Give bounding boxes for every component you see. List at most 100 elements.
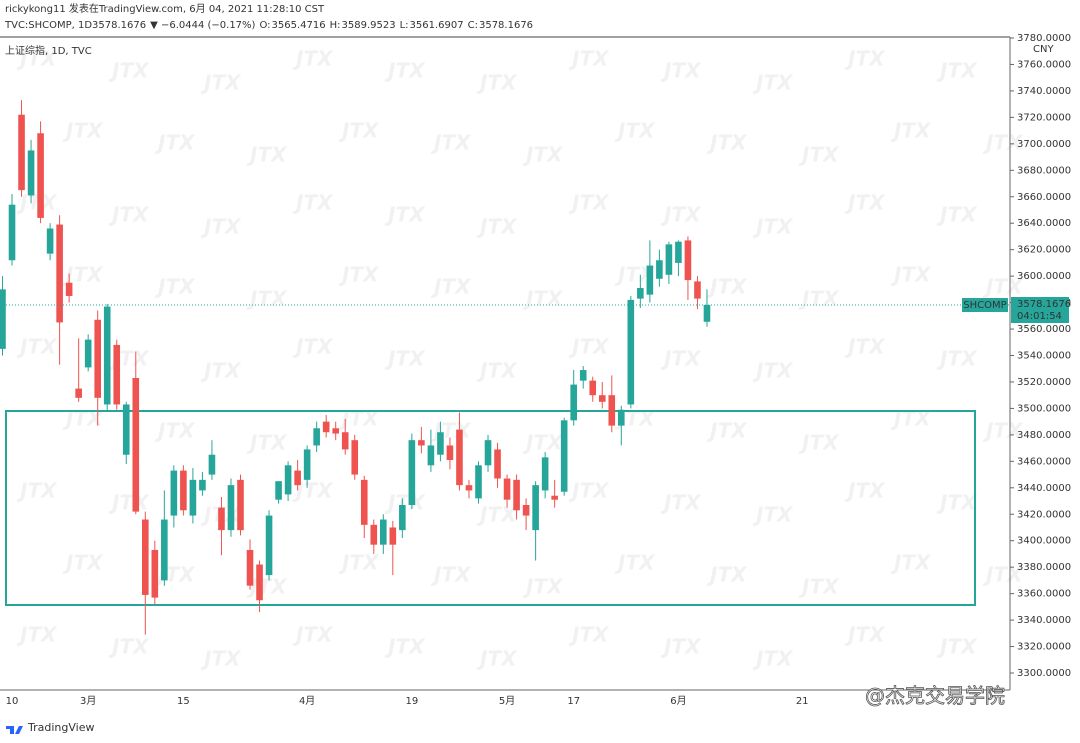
candle-body [75,388,82,398]
header-value: ▼ −6.0444 (−0.17%) [150,20,255,31]
candle-body [637,288,644,299]
currency-box [1030,42,1056,56]
watermark: JTX [522,575,564,599]
y-tick-label: 3380.0000 [1017,562,1071,573]
watermark: JTX [568,47,610,71]
candle-body [598,395,606,402]
watermark: JTX [384,347,426,371]
currency: CNY [1033,44,1054,55]
symbol: TVC:SHCOMP, 1D [4,20,92,31]
x-tick-label: 6月 [670,695,686,707]
watermark: JTX [936,203,978,227]
watermark: JTX [706,131,748,155]
watermark: JTX [844,479,886,503]
last-price-box [1011,297,1069,324]
watermark: JTX [936,635,978,659]
candle-body [313,428,320,446]
watermark: JTX [108,59,150,83]
candle-body [551,495,558,500]
watermark: JTX [16,191,58,215]
x-tick-label: 5月 [499,695,515,707]
header-label: H: [330,20,341,31]
header-value: 3565.4716 [272,20,326,31]
credit: @杰克交易学院 [865,684,1005,708]
watermark: JTX [752,503,794,527]
watermark: JTX [430,131,472,155]
candle-body [380,519,387,545]
watermark: JTX [384,203,426,227]
watermark: JTX [338,263,380,287]
watermark: JTX [338,119,380,143]
y-tick-label: 3520.0000 [1017,377,1071,388]
watermark: JTX [154,563,196,587]
watermark: JTX [844,335,886,359]
candle-body [284,465,292,495]
watermark: JTX [384,59,426,83]
watermark: JTX [982,563,1024,587]
y-tick-label: 3560.0000 [1017,324,1071,335]
candle-body [37,133,44,218]
header-value: 3561.6907 [410,20,464,31]
candle-body [341,432,349,450]
watermark: JTX [476,503,518,527]
watermark: JTX [936,347,978,371]
watermark: JTX [476,359,518,383]
candle-body [541,457,549,491]
candle-body [370,524,378,545]
author-line: rickykong11 发表在TradingView.com, 6月 04, 2… [5,2,325,15]
watermark: JTX [752,359,794,383]
candle-body [103,306,111,405]
y-tick-label: 3640.0000 [1017,218,1071,229]
watermark: JTX [982,131,1024,155]
watermark: JTX [568,623,610,647]
y-tick-label: 3700.0000 [1017,139,1071,150]
watermark: JTX [154,131,196,155]
candle-body [84,339,92,368]
candle-body [532,485,539,531]
y-tick-label: 3360.0000 [1017,589,1071,600]
watermark: JTX [706,419,748,443]
watermark: JTX [660,59,702,83]
watermark: JTX [936,59,978,83]
watermark: JTX [614,551,656,575]
watermark: JTX [568,335,610,359]
candle-body [646,265,654,295]
y-tick-label: 3680.0000 [1017,165,1071,176]
candle-body [246,549,254,586]
watermark: JTX [660,491,702,515]
watermark: JTX [614,119,656,143]
y-tick-label: 3720.0000 [1017,112,1071,123]
watermark: JTX [798,143,840,167]
watermark: JTX [476,71,518,95]
countdown: 04:01:54 [1017,311,1062,322]
watermark: JTX [62,119,104,143]
watermark: JTX [522,143,564,167]
watermark: JTX [246,287,288,311]
watermark: JTX [660,203,702,227]
candle-body [627,299,635,405]
x-tick-label: 10 [6,696,19,707]
candle-body [180,470,187,511]
header-value: 3578.1676 [479,20,533,31]
watermark: JTX [476,215,518,239]
candle-body [446,445,454,461]
candle-body [427,445,435,466]
watermark: JTX [108,203,150,227]
candle-body [94,319,101,398]
watermark: JTX [890,119,932,143]
candle-body [437,432,444,455]
watermark: JTX [798,575,840,599]
watermark: JTX [568,191,610,215]
candle-body [399,504,406,531]
y-tick-label: 3740.0000 [1017,86,1071,97]
candle-body [113,344,121,405]
candle-body [132,377,140,512]
candle-body [408,440,416,505]
x-tick-label: 15 [177,696,190,707]
x-tick-label: 17 [567,696,580,707]
watermark: JTX [338,551,380,575]
candle-body [560,420,568,492]
header-label: L: [400,20,409,31]
